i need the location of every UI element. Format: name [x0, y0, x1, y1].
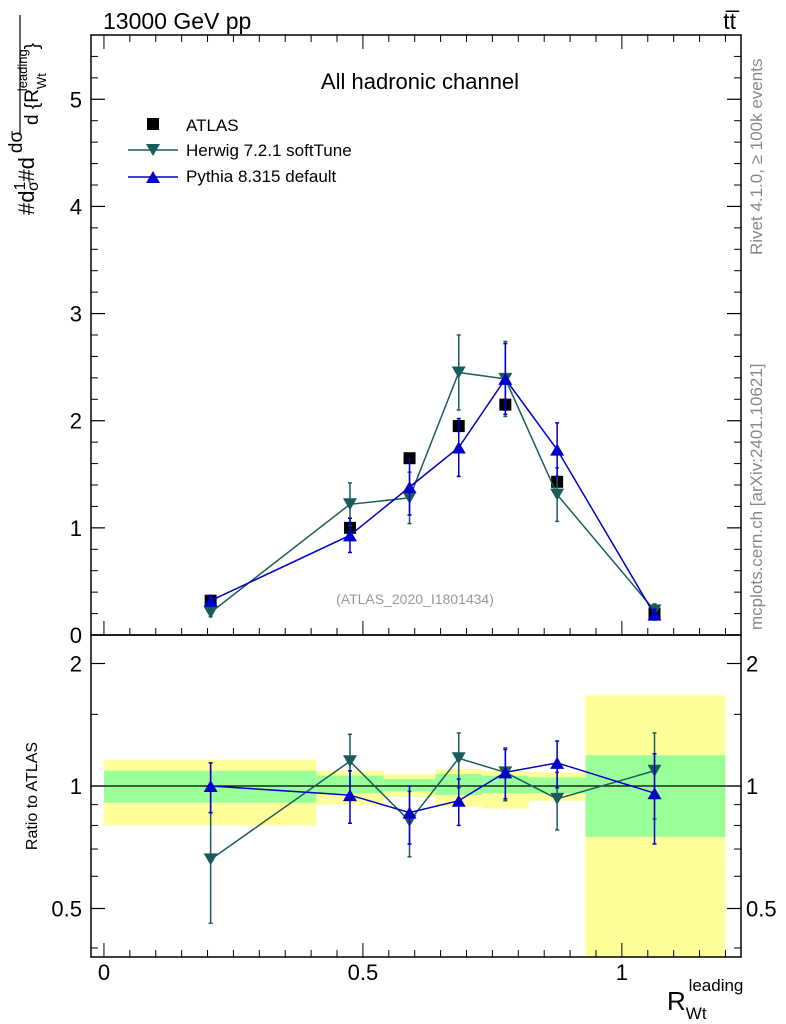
ylabel-frac-den: σ: [25, 181, 42, 191]
main-pythia-8-315-default-point: [451, 441, 466, 454]
main-y-tick-label: 1: [70, 516, 82, 541]
ylabel-sub: Wt: [34, 73, 49, 89]
ylabel-den: d {R: [22, 89, 43, 125]
legend-atlas-marker: [147, 118, 159, 130]
svg-text:RWtleading: RWt leading: [667, 976, 743, 1023]
main-y-tick-label: 0: [70, 623, 82, 648]
main-pythia-8-315-default-line: [210, 377, 656, 616]
ratio-herwig-7-2-1-softtune-point: [203, 853, 218, 866]
main-title: All hadronic channel: [321, 69, 519, 94]
main-atlas-point: [403, 452, 416, 465]
ratio-pythia-8-315-default-point: [498, 766, 513, 779]
x-tick-label: 0.5: [348, 960, 379, 985]
process-label: tt̅: [723, 8, 739, 34]
ylabel-mid: #d: [14, 157, 39, 181]
energy-label: 13000 GeV pp: [103, 8, 251, 34]
mcplots-label: mcplots.cern.ch [arXiv:2401.10621]: [747, 364, 766, 630]
main-pythia-8-315-default-point: [550, 443, 565, 456]
ratio-axis-ticks: 0 0.5 1 0.5 0.5 1 1 2 2: [51, 652, 776, 985]
x-axis-label-sub: Wt: [686, 1004, 707, 1023]
main-y-tick-label: 2: [70, 409, 82, 434]
ratio-herwig-7-2-1-softtune-point: [451, 752, 466, 765]
main-pythia-8-315-default-point: [498, 372, 513, 385]
ratio-y-tick-label-right: 1: [746, 774, 758, 799]
main-panel: 0 1 2 3 4 5 All hadronic channel (ATLAS_2020_…: [6, 15, 742, 648]
legend-herwig-marker: [146, 144, 160, 156]
ylabel-sup: leading: [15, 49, 30, 91]
legend-pythia-label: Pythia 8.315 default: [186, 167, 337, 186]
main-axis-ticks: 0 1 2 3 4 5: [70, 35, 741, 648]
x-tick-label: 0: [98, 960, 110, 985]
legend-atlas-label: ATLAS: [186, 116, 239, 135]
main-herwig-7-2-1-softtune-point: [342, 498, 357, 511]
main-y-tick-label: 3: [70, 302, 82, 327]
ratio-herwig-7-2-1-softtune-point: [342, 755, 357, 768]
ratio-herwig-7-2-1-softtune-point: [550, 792, 565, 805]
ratio-uncertainty-bands: [103, 695, 726, 957]
ylabel-num: dσ: [6, 131, 27, 154]
ylabel-close: }: [22, 43, 43, 49]
ratio-y-tick-label: 0.5: [51, 896, 82, 921]
legend-herwig-label: Herwig 7.2.1 softTune: [186, 141, 352, 160]
ratio-y-axis-label: Ratio to ATLAS: [24, 742, 41, 850]
main-y-tick-label: 4: [70, 194, 82, 219]
main-herwig-7-2-1-softtune-line: [210, 371, 656, 614]
ratio-y-tick-label-right: 0.5: [746, 896, 777, 921]
main-plot-marks: [203, 334, 662, 621]
ratio-pythia-8-315-default-point: [402, 806, 417, 819]
ratio-y-tick-label-right: 2: [746, 652, 758, 677]
ratio-inner-band: [383, 779, 436, 792]
main-y-axis-label: #d1#d dσ σ d {RWt leading}: [6, 15, 49, 215]
main-y-tick-label: 5: [70, 87, 82, 112]
x-axis-label-sup: leading: [689, 976, 744, 995]
svg-text:#d1#ddσ: #d1#d dσ: [6, 131, 39, 215]
ratio-y-tick-label: 2: [70, 652, 82, 677]
main-pythia-8-315-default-point: [402, 481, 417, 494]
main-pythia-8-315-default-point: [342, 529, 357, 542]
watermark: (ATLAS_2020_I1801434): [336, 591, 494, 607]
ratio-pythia-8-315-default-point: [203, 779, 218, 792]
x-tick-label: 1: [616, 960, 628, 985]
ratio-pythia-8-315-default-point: [342, 789, 357, 802]
main-herwig-7-2-1-softtune-point: [203, 606, 218, 619]
rivet-version-label: Rivet 4.1.0, ≥ 100k events: [747, 59, 766, 255]
x-axis-label: R: [667, 986, 686, 1016]
ratio-pythia-8-315-default-point: [451, 794, 466, 807]
ylabel-frac-num: 1: [12, 182, 29, 191]
ratio-pythia-8-315-default-point: [647, 787, 662, 800]
main-pythia-8-315-default-point: [203, 594, 218, 607]
ratio-plot-marks: [91, 732, 741, 924]
ratio-y-tick-label: 1: [70, 774, 82, 799]
main-herwig-7-2-1-softtune-point: [451, 366, 466, 379]
ratio-plot-frame: [90, 634, 742, 958]
main-herwig-7-2-1-softtune-point: [550, 488, 565, 501]
legend-pythia-marker: [146, 171, 160, 183]
main-pythia-8-315-default-point: [647, 608, 662, 621]
svg-text:d {RWtleading}: d {RWt leading}: [15, 43, 49, 125]
ylabel-prefix: #d: [14, 191, 39, 215]
ratio-pythia-8-315-default-point: [550, 756, 565, 769]
legend: ATLAS Herwig 7.2.1 softTune Pythia 8.315…: [128, 116, 352, 186]
ratio-panel: 0 0.5 1 0.5 0.5 1 1 2 2 Ratio to ATLAS RWt leadin…: [24, 634, 777, 1023]
